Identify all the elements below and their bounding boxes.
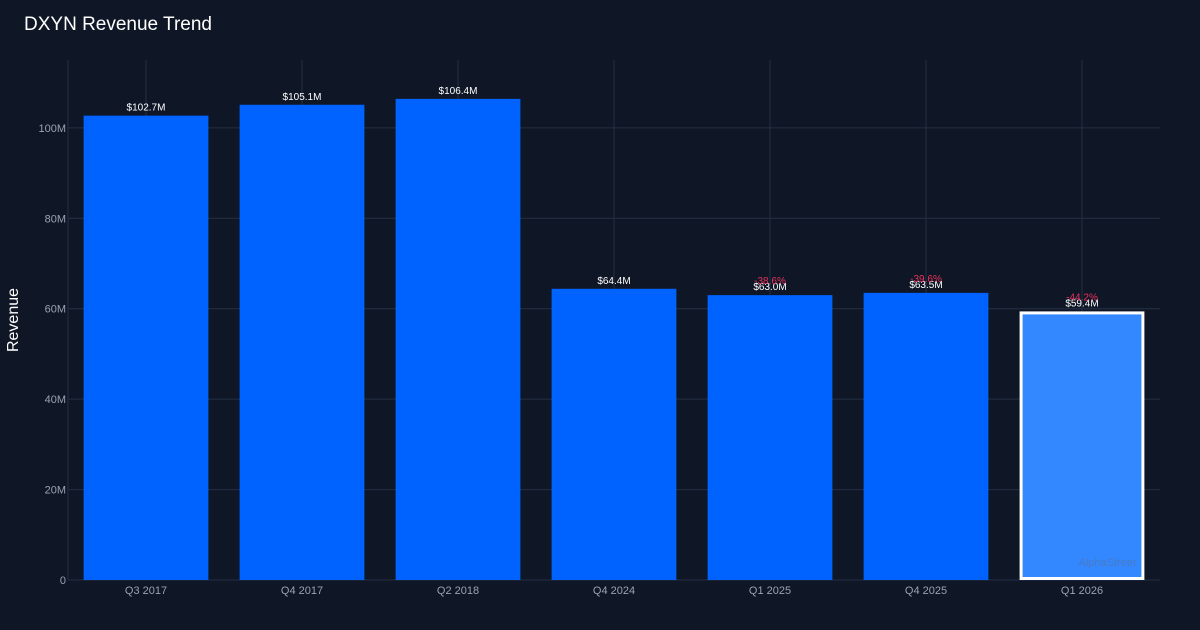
y-tick-label: 0 — [60, 575, 66, 587]
labels-layer: 0 20M 40M 60M 80M 100M $102.7M Q3 2017 $105.1M Q4… — [38, 86, 1103, 597]
bar-value-label: $102.7M — [127, 103, 166, 114]
bar-change-label: -44.2% — [1066, 292, 1098, 303]
bar-change-label: -38.6% — [754, 276, 786, 287]
bar — [551, 288, 677, 580]
x-tick-label: Q1 2026 — [1061, 585, 1103, 597]
x-tick-label: Q4 2024 — [593, 585, 635, 597]
bar — [239, 104, 365, 580]
bar-change-label: -39.6% — [910, 274, 942, 285]
bar — [863, 292, 989, 580]
chart-title: DXYN Revenue Trend — [24, 14, 212, 35]
y-tick-label: 20M — [45, 485, 66, 497]
x-tick-label: Q2 2018 — [437, 585, 479, 597]
bar — [707, 295, 833, 580]
x-tick-label: Q3 2017 — [125, 585, 167, 597]
bar-value-label: $63.0M — [753, 282, 786, 293]
y-tick-label: 40M — [45, 394, 66, 406]
y-tick-label: 100M — [38, 123, 66, 135]
y-axis-label: Revenue — [5, 288, 22, 352]
watermark-text: AlphaStreet — [1079, 557, 1136, 569]
bar-value-label: $64.4M — [597, 276, 630, 287]
bar-value-label: $63.5M — [909, 280, 942, 291]
bar — [1019, 311, 1145, 580]
x-tick-label: Q4 2017 — [281, 585, 323, 597]
y-tick-label: 80M — [45, 213, 66, 225]
x-tick-label: Q1 2025 — [749, 585, 791, 597]
y-tick-label: 60M — [45, 304, 66, 316]
x-tick-label: Q4 2025 — [905, 585, 947, 597]
bar-value-label: $106.4M — [439, 86, 478, 97]
bar-value-label: $59.4M — [1065, 298, 1098, 309]
bar — [83, 115, 209, 580]
bars-layer — [83, 98, 1145, 580]
bar — [395, 98, 521, 580]
bar-value-label: $105.1M — [283, 92, 322, 103]
